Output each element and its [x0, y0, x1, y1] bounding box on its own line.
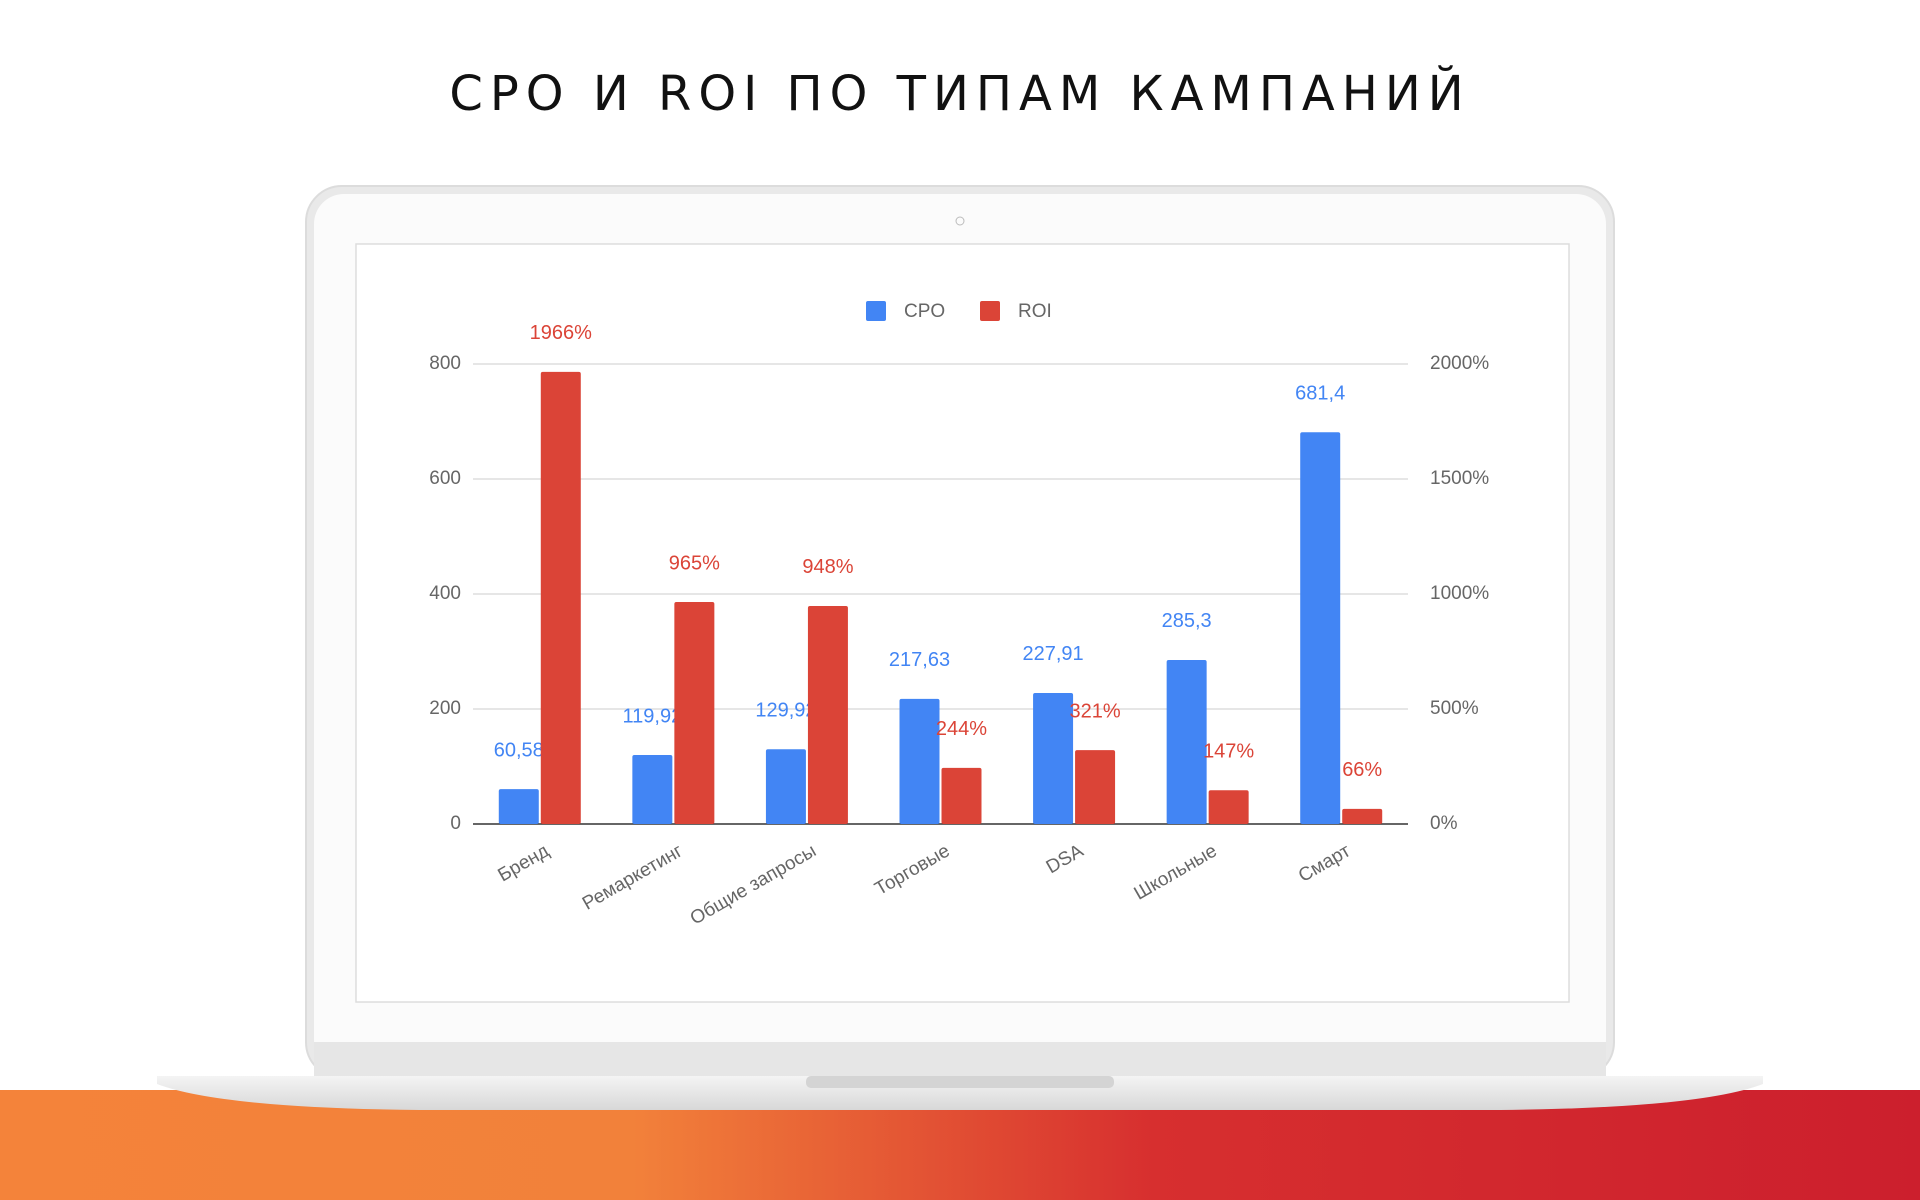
data-label: 217,63: [889, 649, 950, 671]
data-label: 147%: [1203, 740, 1254, 762]
bar: [807, 605, 848, 824]
data-label: 948%: [802, 556, 853, 578]
bar: [941, 767, 982, 824]
laptop-base: [157, 1076, 1763, 1110]
data-label: 965%: [669, 552, 720, 574]
bar: [1342, 808, 1383, 824]
data-label: 129,92: [755, 700, 816, 722]
laptop-chin: [314, 1042, 1606, 1078]
screen: [355, 243, 1570, 1003]
legend-swatch: [980, 301, 1000, 321]
legend-label: ROI: [1018, 301, 1052, 322]
data-label: 321%: [1069, 700, 1120, 722]
bar: [1075, 750, 1116, 824]
data-label: 227,91: [1022, 643, 1083, 665]
bar: [540, 371, 581, 824]
y-tick-label: 600: [429, 468, 461, 489]
y2-tick-label: 1500%: [1430, 468, 1489, 489]
y-tick-label: 200: [429, 698, 461, 719]
data-label: 681,4: [1295, 382, 1345, 404]
bar: [765, 749, 806, 824]
bar: [1166, 659, 1207, 824]
data-label: 66%: [1342, 759, 1382, 781]
bar: [899, 698, 940, 824]
bar: [1033, 692, 1074, 824]
laptop-notch: [806, 1076, 1114, 1088]
y-tick-label: 800: [429, 353, 461, 374]
bar: [632, 755, 673, 824]
camera: [955, 216, 965, 226]
data-label: 285,3: [1162, 610, 1212, 632]
y2-tick-label: 1000%: [1430, 583, 1489, 604]
legend-label: CPO: [904, 301, 945, 322]
y2-tick-label: 2000%: [1430, 353, 1489, 374]
data-label: 60,58: [494, 739, 544, 761]
bar: [498, 789, 539, 824]
y-tick-label: 0: [450, 813, 461, 834]
y2-tick-label: 500%: [1430, 698, 1479, 719]
bar: [674, 602, 715, 824]
y-tick-label: 400: [429, 583, 461, 604]
data-label: 119,92: [623, 705, 683, 727]
legend-swatch: [866, 301, 886, 321]
bar: [1300, 432, 1341, 824]
page-title: CPO И ROI ПО ТИПАМ КАМПАНИЙ: [449, 65, 1470, 122]
y2-tick-label: 0%: [1430, 813, 1458, 834]
data-label: 1966%: [530, 322, 592, 344]
bar: [1208, 790, 1249, 824]
data-label: 244%: [936, 718, 987, 740]
